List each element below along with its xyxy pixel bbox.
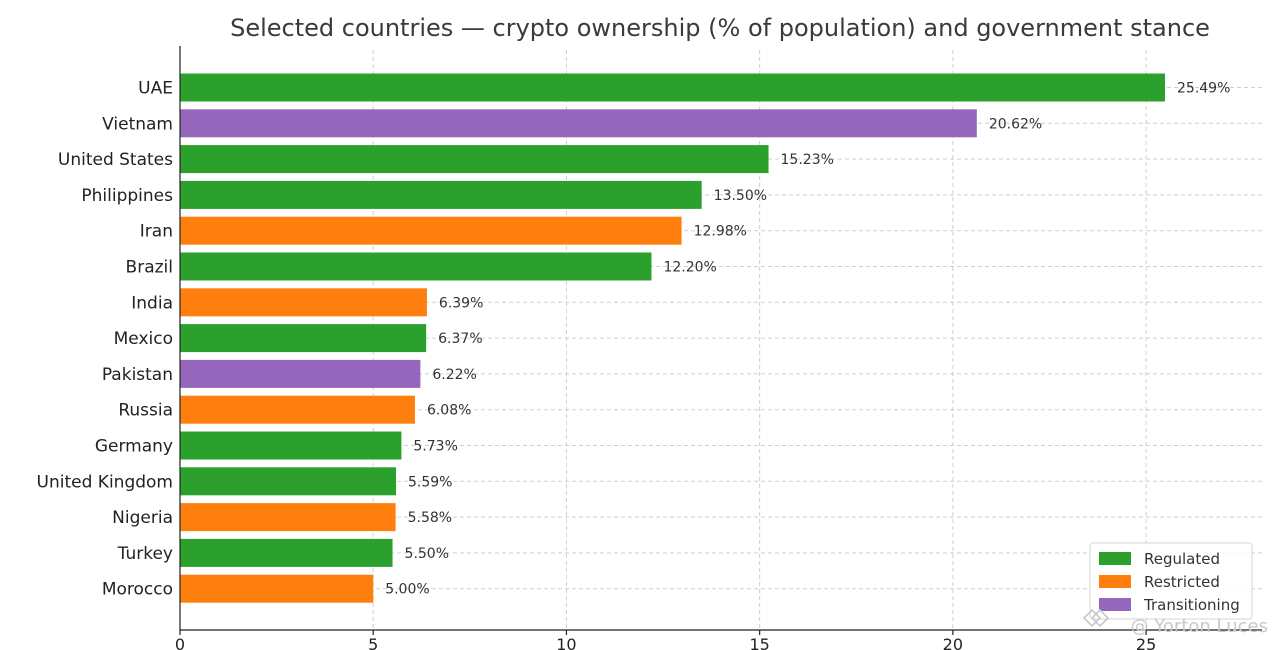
x-tick-label: 15: [749, 635, 769, 650]
value-labels: 25.49% 20.62% 15.23% 13.50% 12.98% 12.20% 6.39…: [385, 81, 1230, 598]
x-tick-label: 5: [368, 635, 378, 650]
value-label: 13.50%: [714, 188, 767, 204]
category-label: Russia: [118, 401, 173, 421]
legend: Regulated Restricted Transitioning: [1089, 542, 1253, 620]
bar-india: [180, 288, 427, 317]
category-label: Turkey: [117, 544, 173, 564]
value-label: 5.50%: [405, 546, 449, 562]
legend-swatch-transitioning: [1099, 598, 1131, 611]
category-label: Mexico: [114, 329, 173, 349]
category-label: Nigeria: [112, 508, 173, 528]
category-label: United States: [58, 150, 173, 170]
value-label: 5.58%: [408, 510, 452, 526]
category-label: Philippines: [81, 186, 173, 206]
bar-germany: [180, 431, 402, 460]
value-label: 6.08%: [427, 403, 471, 419]
category-labels: UAE Vietnam United States Philippines Iran Br…: [37, 79, 174, 600]
value-label: 20.62%: [989, 116, 1042, 132]
bar-uae: [180, 73, 1166, 102]
legend-label: Transitioning: [1143, 596, 1240, 614]
x-tick-label: 10: [556, 635, 576, 650]
bar-united-states: [180, 145, 769, 174]
bar-united-kingdom: [180, 467, 397, 496]
chart-title: Selected countries — crypto ownership (%…: [230, 14, 1210, 42]
value-label: 15.23%: [781, 152, 834, 168]
bar-vietnam: [180, 109, 977, 138]
value-label: 25.49%: [1177, 81, 1230, 97]
legend-swatch-regulated: [1099, 552, 1131, 565]
category-label: Morocco: [102, 580, 173, 600]
x-tick-label: 0: [175, 635, 185, 650]
bar-morocco: [180, 574, 374, 603]
legend-label: Restricted: [1144, 573, 1220, 591]
category-label: Pakistan: [102, 365, 173, 385]
category-label: Germany: [95, 437, 173, 457]
x-tick-label: 25: [1136, 635, 1156, 650]
category-label: India: [131, 293, 173, 313]
diamond-logo-icon: [1082, 608, 1110, 628]
value-label: 6.22%: [432, 367, 476, 383]
bar-russia: [180, 395, 415, 424]
bar-nigeria: [180, 503, 396, 532]
category-label: Iran: [140, 222, 173, 242]
value-label: 5.73%: [413, 439, 457, 455]
legend-swatch-restricted: [1099, 575, 1131, 588]
bar-iran: [180, 216, 682, 245]
x-tick-label: 20: [943, 635, 963, 650]
value-label: 12.20%: [663, 260, 716, 276]
watermark: @ Yorton Luces: [1082, 608, 1268, 637]
value-label: 5.59%: [408, 474, 452, 490]
bar-pakistan: [180, 359, 421, 388]
axes: 0 5 10 15 20 25: [175, 46, 1262, 650]
value-label: 6.37%: [438, 331, 482, 347]
category-label: Vietnam: [102, 114, 173, 134]
bar-philippines: [180, 180, 702, 209]
watermark-text: @ Yorton Luces: [1131, 616, 1268, 637]
value-label: 12.98%: [694, 224, 747, 240]
value-label: 5.00%: [385, 582, 429, 598]
bar-mexico: [180, 324, 427, 353]
category-label: United Kingdom: [37, 472, 173, 492]
bar-turkey: [180, 538, 393, 567]
value-label: 6.39%: [439, 295, 483, 311]
bars: [180, 73, 1166, 603]
bar-brazil: [180, 252, 652, 281]
category-label: UAE: [138, 79, 173, 99]
category-label: Brazil: [126, 258, 173, 278]
legend-label: Regulated: [1144, 550, 1220, 568]
